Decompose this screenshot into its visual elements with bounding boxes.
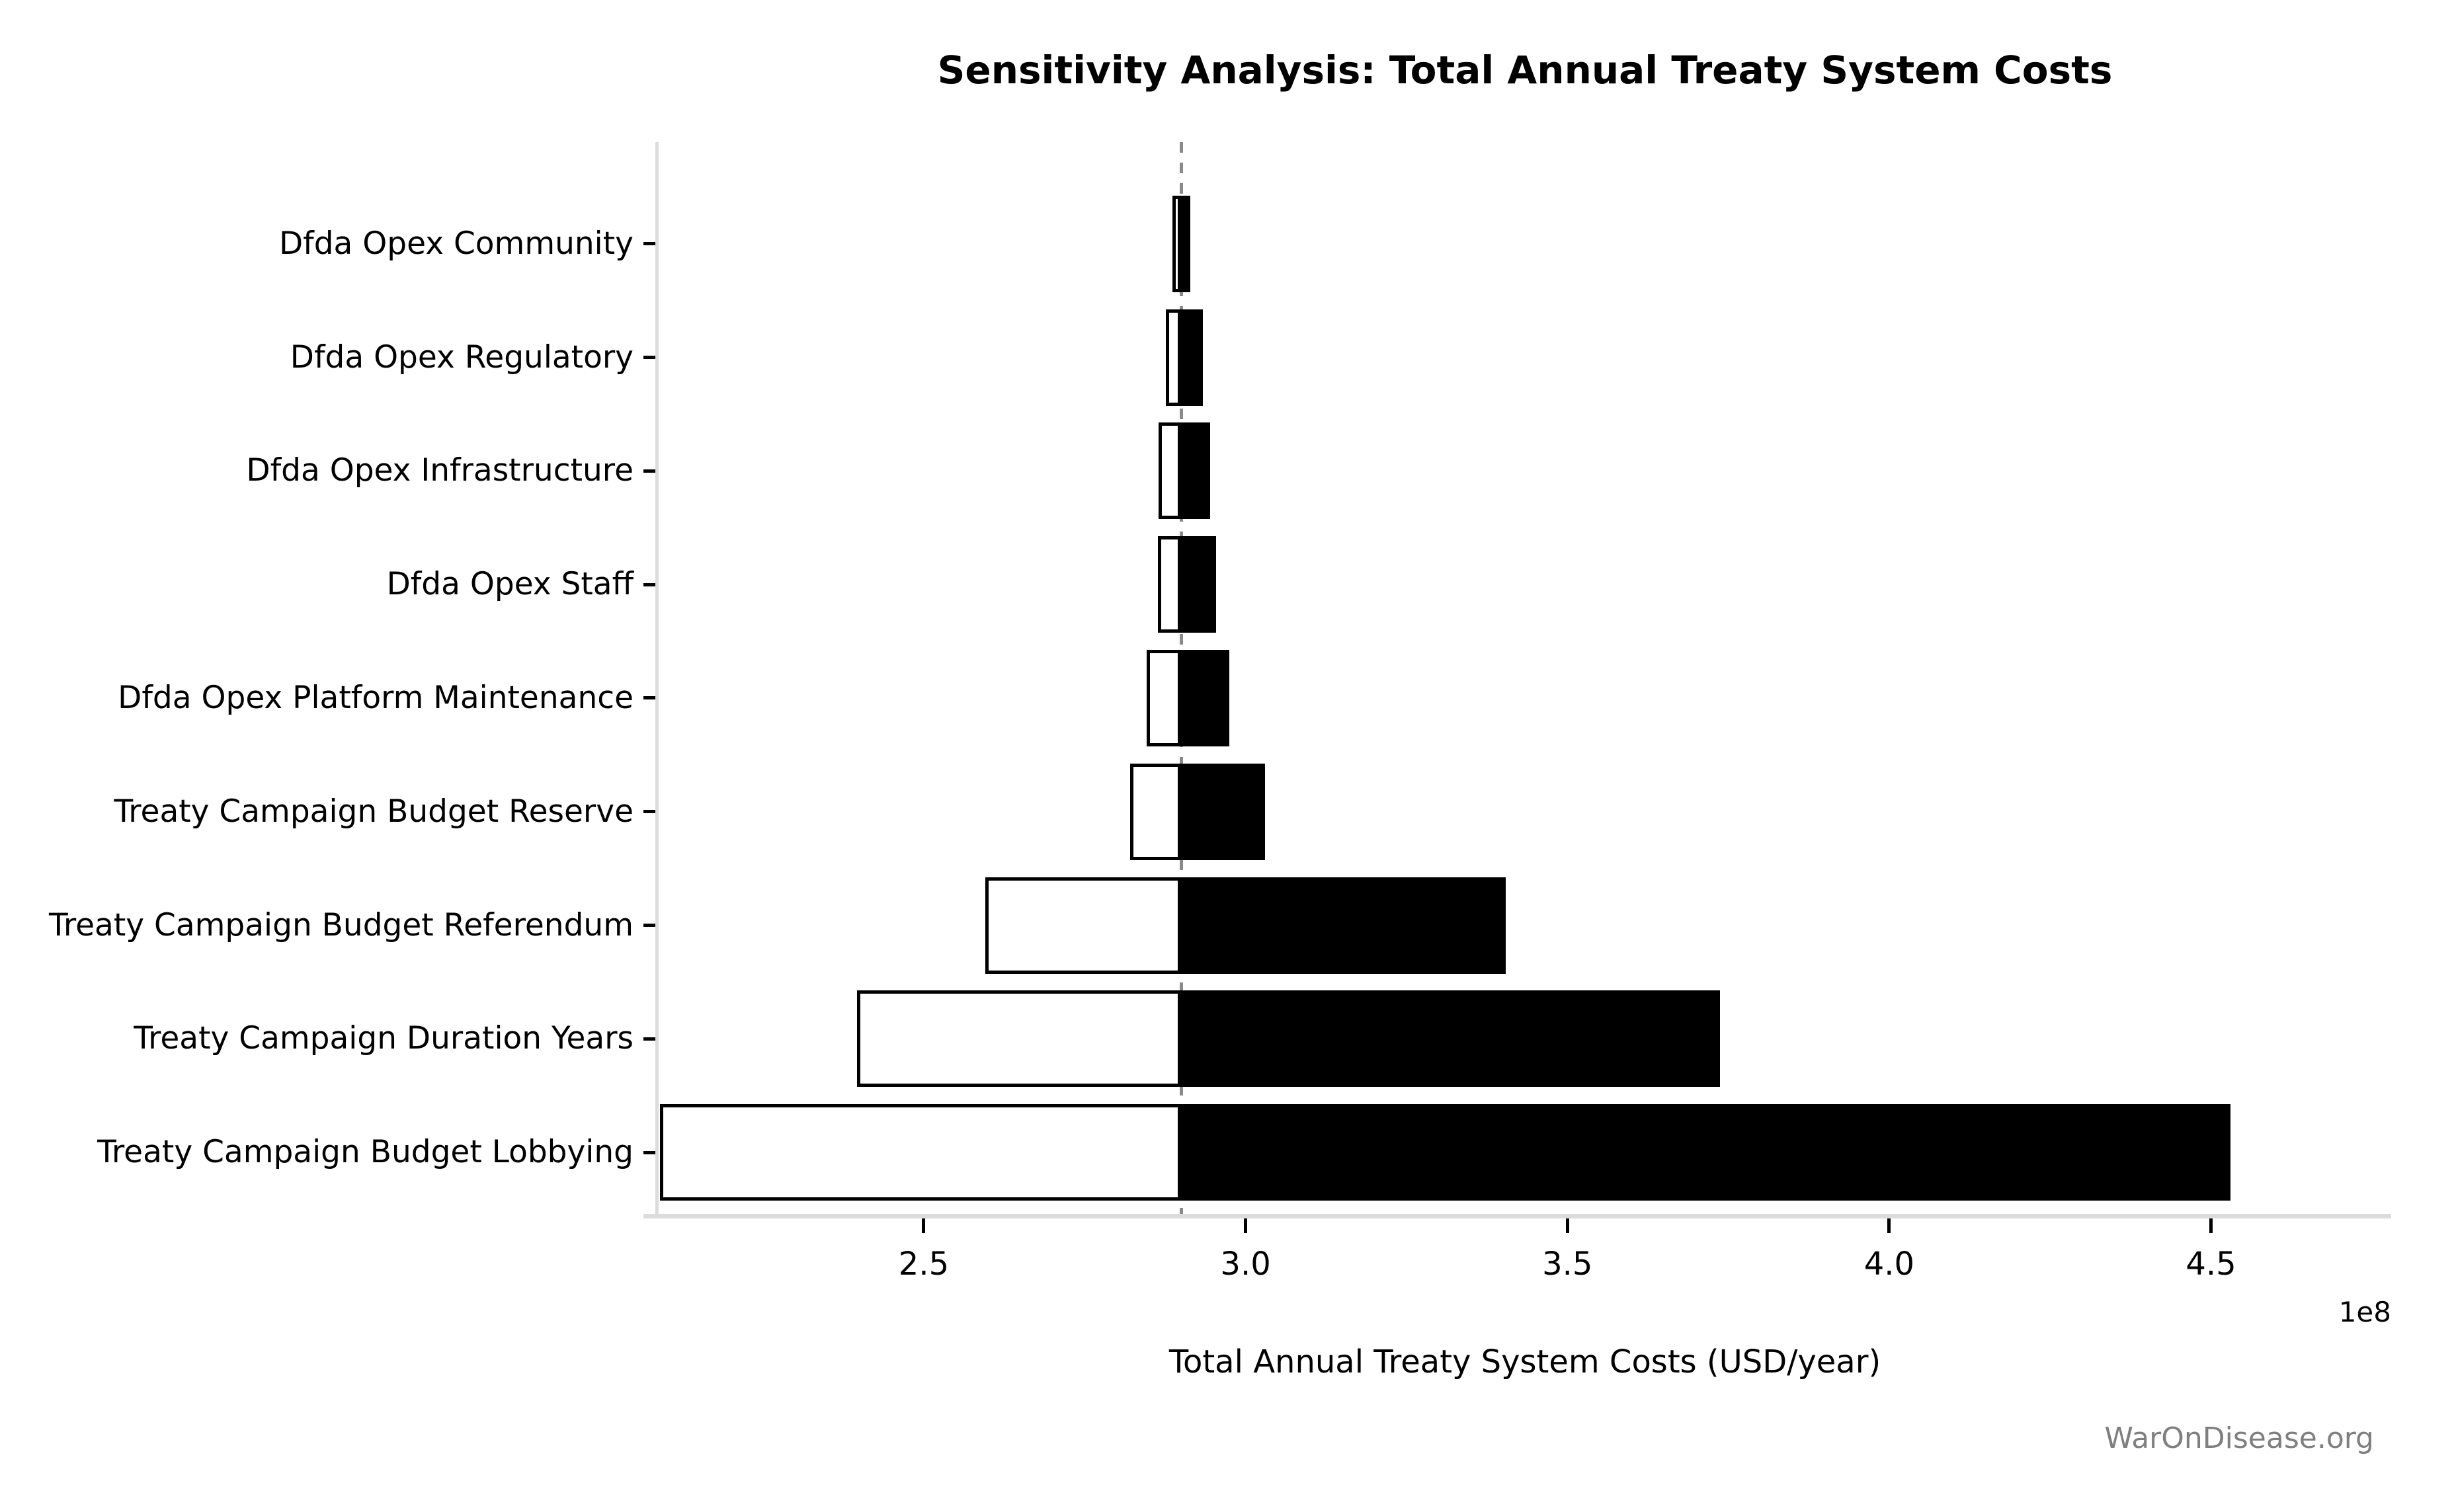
watermark: WarOnDisease.org [2104, 1421, 2374, 1455]
y-tick-label: Treaty Campaign Budget Lobbying [97, 1134, 634, 1171]
x-tick-mark [922, 1218, 926, 1233]
x-tick-label: 3.0 [1220, 1246, 1271, 1283]
axis-offset-label: 1e8 [2338, 1296, 2391, 1328]
y-tick-label: Dfda Opex Staff [386, 566, 634, 603]
x-tick-mark [1244, 1218, 1248, 1233]
y-tick-mark [643, 696, 655, 700]
x-tick-mark [1565, 1218, 1569, 1233]
y-tick-mark [643, 582, 655, 586]
tornado-bar-high [1181, 309, 1204, 406]
x-tick-label: 4.0 [1863, 1246, 1915, 1283]
x-tick-mark [1887, 1218, 1891, 1233]
tornado-bar-low [659, 1104, 1182, 1201]
tornado-bar-low [985, 877, 1182, 974]
x-tick-label: 3.5 [1542, 1246, 1593, 1283]
y-tick-mark [643, 356, 655, 359]
tornado-bar-high [1181, 1104, 2230, 1201]
tornado-bar-low [1146, 649, 1182, 746]
x-axis-spine [643, 1214, 2391, 1218]
tornado-bar-high [1181, 195, 1190, 292]
y-tick-label: Treaty Campaign Budget Referendum [49, 906, 634, 943]
y-tick-label: Treaty Campaign Budget Reserve [114, 793, 634, 830]
tornado-bar-high [1181, 877, 1506, 974]
x-tick-mark [2209, 1218, 2213, 1233]
y-tick-mark [643, 242, 655, 246]
y-tick-mark [643, 810, 655, 814]
y-tick-label: Dfda Opex Platform Maintenance [118, 680, 634, 717]
y-tick-mark [643, 469, 655, 473]
tornado-bar-low [1130, 763, 1182, 860]
tornado-bar-high [1181, 536, 1216, 633]
tornado-bar-high [1181, 649, 1230, 746]
tornado-bar-low [1158, 536, 1182, 633]
y-tick-label: Dfda Opex Community [278, 225, 634, 262]
y-tick-mark [643, 1150, 655, 1154]
y-tick-label: Dfda Opex Regulatory [290, 338, 634, 376]
tornado-bar-low [1165, 309, 1182, 406]
tornado-bar-low [1159, 422, 1182, 520]
y-axis-spine [655, 142, 659, 1218]
tornado-bar-high [1181, 763, 1265, 860]
plot-area: 1e8 Dfda Opex Community Dfda Opex Regulat… [49, 142, 2391, 1326]
tornado-bar-high [1181, 990, 1720, 1088]
tornado-bar-low [1172, 195, 1182, 292]
tornado-bar-low [856, 990, 1182, 1088]
x-axis-label: Total Annual Treaty System Costs (USD/ye… [1168, 1343, 1881, 1380]
tornado-bar-high [1181, 422, 1211, 520]
x-tick-label: 4.5 [2186, 1246, 2236, 1283]
y-tick-mark [643, 1037, 655, 1041]
y-tick-label: Treaty Campaign Duration Years [134, 1020, 634, 1057]
x-tick-label: 2.5 [898, 1246, 950, 1283]
chart-title: Sensitivity Analysis: Total Annual Treat… [937, 48, 2113, 93]
y-tick-label: Dfda Opex Infrastructure [246, 452, 634, 489]
y-tick-mark [643, 924, 655, 927]
